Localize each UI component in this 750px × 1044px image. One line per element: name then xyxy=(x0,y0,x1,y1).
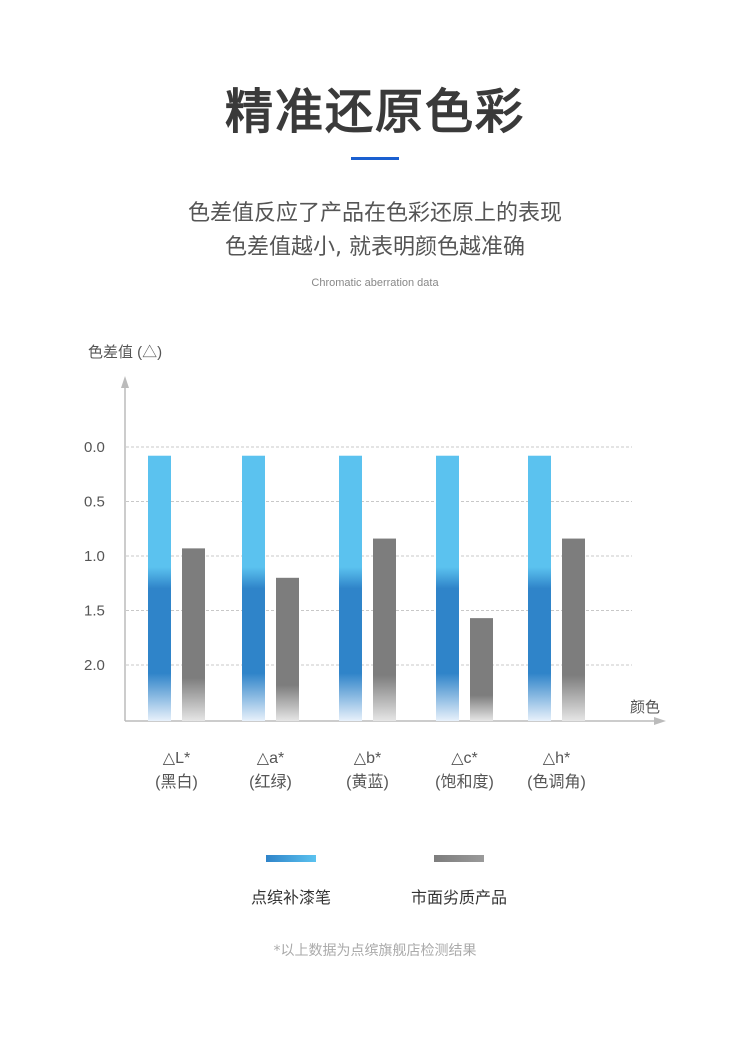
x-tick-name: (黑白) xyxy=(155,773,198,791)
y-tick-label: 2.0 xyxy=(84,657,105,674)
bar-series2 xyxy=(373,538,396,721)
legend-swatch-series1 xyxy=(266,855,316,862)
y-axis-label: 色差值 (△) xyxy=(88,344,162,361)
subtitle-line-1: 色差值反应了产品在色彩还原上的表现 xyxy=(187,201,562,226)
bar-series2 xyxy=(276,577,299,721)
bar-series1 xyxy=(242,455,265,721)
title-accent-line xyxy=(351,157,399,160)
bar-series1 xyxy=(148,455,171,721)
bar-series1 xyxy=(436,455,459,721)
bar-series1 xyxy=(339,455,362,721)
x-axis-arrow xyxy=(654,717,666,725)
color-difference-chart: 色差值 (△) 颜色 0.0 0.5 1.0 1.5 2.0 △L* (黑白) △a* (红绿… xyxy=(84,344,666,791)
legend-label-series1: 点缤补漆笔 xyxy=(250,888,331,907)
x-tick-symbol: △h* xyxy=(543,750,570,767)
x-axis-label: 颜色 xyxy=(630,699,660,716)
bar-series2 xyxy=(182,548,205,721)
y-tick-label: 0.0 xyxy=(84,439,105,456)
footnote: *以上数据为点缤旗舰店检测结果 xyxy=(273,943,477,959)
bar-series2 xyxy=(562,538,585,721)
x-tick-name: (红绿) xyxy=(249,773,292,791)
y-tick-label: 0.5 xyxy=(84,494,105,511)
x-tick-symbol: △c* xyxy=(451,750,478,767)
x-tick-name: (黄蓝) xyxy=(346,773,389,791)
bar-series1 xyxy=(528,455,551,721)
x-tick-symbol: △b* xyxy=(354,750,381,767)
x-tick-name: (色调角) xyxy=(527,773,586,791)
x-tick-symbol: △a* xyxy=(257,750,284,767)
legend-swatch-series2 xyxy=(434,855,484,862)
y-axis-arrow xyxy=(121,376,129,388)
x-tick-name: (饱和度) xyxy=(435,773,494,791)
page-title: 精准还原色彩 xyxy=(224,84,525,140)
english-caption: Chromatic aberration data xyxy=(311,277,439,289)
y-tick-label: 1.0 xyxy=(84,548,105,565)
y-tick-label: 1.5 xyxy=(84,603,105,620)
bar-series2 xyxy=(470,618,493,721)
subtitle-line-2: 色差值越小, 就表明颜色越准确 xyxy=(225,235,525,260)
legend-label-series2: 市面劣质产品 xyxy=(410,888,507,907)
x-tick-symbol: △L* xyxy=(163,750,190,767)
